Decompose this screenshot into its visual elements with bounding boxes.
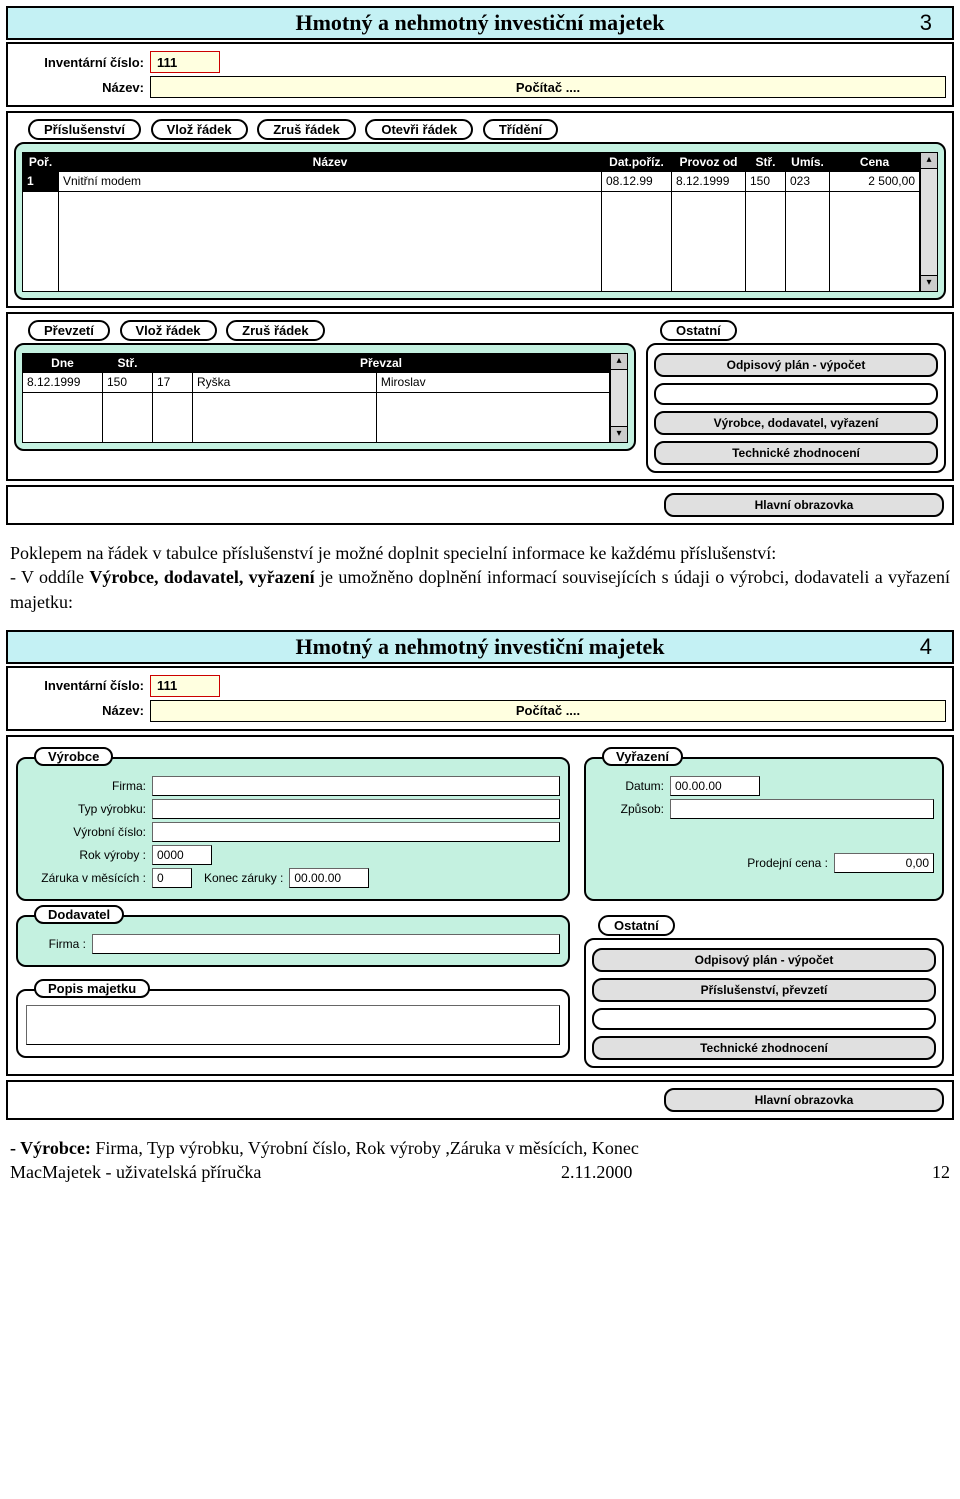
- year-input[interactable]: 0000: [152, 845, 212, 865]
- scroll-thumb[interactable]: [611, 370, 627, 426]
- other-panel: Odpisový plán - výpočet Výrobce, dodavat…: [646, 343, 946, 473]
- warranty-end-input[interactable]: 00.00.00: [289, 868, 369, 888]
- col-dne: Dne: [23, 354, 103, 373]
- firm-input[interactable]: [152, 776, 560, 796]
- other-panel-2: Odpisový plán - výpočet Příslušenství, p…: [584, 938, 944, 1068]
- serial-number-input[interactable]: [152, 822, 560, 842]
- col-str2: Stř.: [103, 354, 153, 373]
- main-screen-button[interactable]: Hlavní obrazovka: [664, 1088, 944, 1112]
- footer-date: 2.11.2000: [561, 1162, 632, 1183]
- disposal-fieldset: Vyřazení Datum:00.00.00 Způsob: Prodejní…: [584, 757, 944, 901]
- sale-price-input[interactable]: 0,00: [834, 853, 934, 873]
- takeover-frame: Převzetí Vlož řádek Zruš řádek Dne Stř. …: [6, 312, 954, 481]
- window-title-2: Hmotný a nehmotný investiční majetek 4: [6, 630, 954, 664]
- table-row[interactable]: 1 Vnitřní modem 08.12.99 8.12.1999 150 0…: [23, 172, 920, 192]
- manufacturer-fieldset: Výrobce Firma: Typ výrobku: Výrobní čísl…: [16, 757, 570, 901]
- bottom-bar-1: Hlavní obrazovka: [6, 485, 954, 525]
- technical-improvement-button[interactable]: Technické zhodnocení: [592, 1036, 936, 1060]
- col-provozod: Provoz od: [672, 153, 746, 172]
- col-umis: Umís.: [786, 153, 830, 172]
- sort-button[interactable]: Třídění: [483, 119, 558, 140]
- scroll-thumb[interactable]: [921, 169, 937, 275]
- disposal-method-input[interactable]: [670, 799, 934, 819]
- accessories-frame: Příslušenství Vlož řádek Zruš řádek Otev…: [6, 111, 954, 308]
- depreciation-plan-button[interactable]: Odpisový plán - výpočet: [592, 948, 936, 972]
- asset-desc-legend: Popis majetku: [34, 979, 150, 998]
- blank-button[interactable]: [654, 383, 938, 405]
- name-field[interactable]: Počítač ....: [150, 76, 946, 98]
- title-text: Hmotný a nehmotný investiční majetek: [295, 10, 664, 35]
- supplier-firm-input[interactable]: [92, 934, 560, 954]
- accessories-takeover-button[interactable]: Příslušenství, převzetí: [592, 978, 936, 1002]
- name-label: Název:: [14, 80, 144, 95]
- depreciation-plan-button[interactable]: Odpisový plán - výpočet: [654, 353, 938, 377]
- manufacturer-supplier-button[interactable]: Výrobce, dodavatel, vyřazení: [654, 411, 938, 435]
- col-por: Poř.: [23, 153, 59, 172]
- inv-number-field[interactable]: 111: [150, 51, 220, 73]
- manufacturer-legend: Výrobce: [34, 747, 113, 766]
- table-empty-area: [23, 393, 610, 443]
- table-empty-area: [23, 192, 920, 292]
- tab-other[interactable]: Ostatní: [660, 320, 737, 341]
- scrollbar[interactable]: ▴ ▾: [610, 353, 628, 443]
- col-str: Stř.: [746, 153, 786, 172]
- scroll-up-icon[interactable]: ▴: [611, 354, 627, 370]
- takeover-panel: Dne Stř. Převzal 8.12.1999 150 17 Ryška …: [14, 343, 636, 451]
- supplier-legend: Dodavatel: [34, 905, 124, 924]
- insert-row-button[interactable]: Vlož řádek: [151, 119, 248, 140]
- bottom-bar-2: Hlavní obrazovka: [6, 1080, 954, 1120]
- col-datporiz: Dat.poříz.: [602, 153, 672, 172]
- takeover-table[interactable]: Dne Stř. Převzal 8.12.1999 150 17 Ryška …: [22, 353, 610, 443]
- accessories-panel: Poř. Název Dat.poříz. Provoz od Stř. Umí…: [14, 142, 946, 300]
- name-field[interactable]: Počítač ....: [150, 700, 946, 722]
- header-frame-1: Inventární číslo: 111 Název: Počítač ...…: [6, 42, 954, 107]
- footer-left: MacMajetek - uživatelská příručka: [10, 1162, 261, 1183]
- blank-button[interactable]: [592, 1008, 936, 1030]
- scroll-down-icon[interactable]: ▾: [921, 275, 937, 291]
- inv-label: Inventární číslo:: [14, 678, 144, 693]
- technical-improvement-button[interactable]: Technické zhodnocení: [654, 441, 938, 465]
- supplier-fieldset: Dodavatel Firma :: [16, 915, 570, 967]
- page-indicator: 4: [920, 634, 932, 660]
- scroll-down-icon[interactable]: ▾: [611, 426, 627, 442]
- asset-description-fieldset: Popis majetku: [16, 989, 570, 1058]
- warranty-months-input[interactable]: 0: [152, 868, 192, 888]
- disposal-legend: Vyřazení: [602, 747, 683, 766]
- details-frame: Výrobce Firma: Typ výrobku: Výrobní čísl…: [6, 735, 954, 1076]
- open-row-button[interactable]: Otevři řádek: [365, 119, 473, 140]
- window-title-1: Hmotný a nehmotný investiční majetek 3: [6, 6, 954, 40]
- page-indicator: 3: [920, 10, 932, 36]
- footer-page: 12: [932, 1162, 950, 1183]
- name-label: Název:: [14, 703, 144, 718]
- tab-takeover[interactable]: Převzetí: [28, 320, 110, 341]
- tab-other-2[interactable]: Ostatní: [598, 915, 675, 936]
- header-frame-2: Inventární číslo: 111 Název: Počítač ...…: [6, 666, 954, 731]
- insert-row-button-2[interactable]: Vlož řádek: [120, 320, 217, 341]
- scroll-up-icon[interactable]: ▴: [921, 153, 937, 169]
- col-prevzal: Převzal: [153, 354, 610, 373]
- table-row[interactable]: 8.12.1999 150 17 Ryška Miroslav: [23, 373, 610, 393]
- title-text: Hmotný a nehmotný investiční majetek: [295, 634, 664, 659]
- product-type-input[interactable]: [152, 799, 560, 819]
- delete-row-button[interactable]: Zruš řádek: [257, 119, 355, 140]
- tab-accessories[interactable]: Příslušenství: [28, 119, 141, 140]
- disposal-date-input[interactable]: 00.00.00: [670, 776, 760, 796]
- col-cena: Cena: [830, 153, 920, 172]
- delete-row-button-2[interactable]: Zruš řádek: [226, 320, 324, 341]
- col-nazev: Název: [59, 153, 602, 172]
- paragraph-1: Poklepem na řádek v tabulce příslušenstv…: [10, 541, 950, 614]
- inv-number-field[interactable]: 111: [150, 675, 220, 697]
- scrollbar[interactable]: ▴ ▾: [920, 152, 938, 292]
- main-screen-button[interactable]: Hlavní obrazovka: [664, 493, 944, 517]
- accessories-table[interactable]: Poř. Název Dat.poříz. Provoz od Stř. Umí…: [22, 152, 920, 292]
- paragraph-2: - Výrobce: Firma, Typ výrobku, Výrobní č…: [10, 1136, 950, 1160]
- asset-description-input[interactable]: [26, 1005, 560, 1045]
- page-footer: MacMajetek - uživatelská příručka 2.11.2…: [10, 1162, 950, 1183]
- inv-label: Inventární číslo:: [14, 55, 144, 70]
